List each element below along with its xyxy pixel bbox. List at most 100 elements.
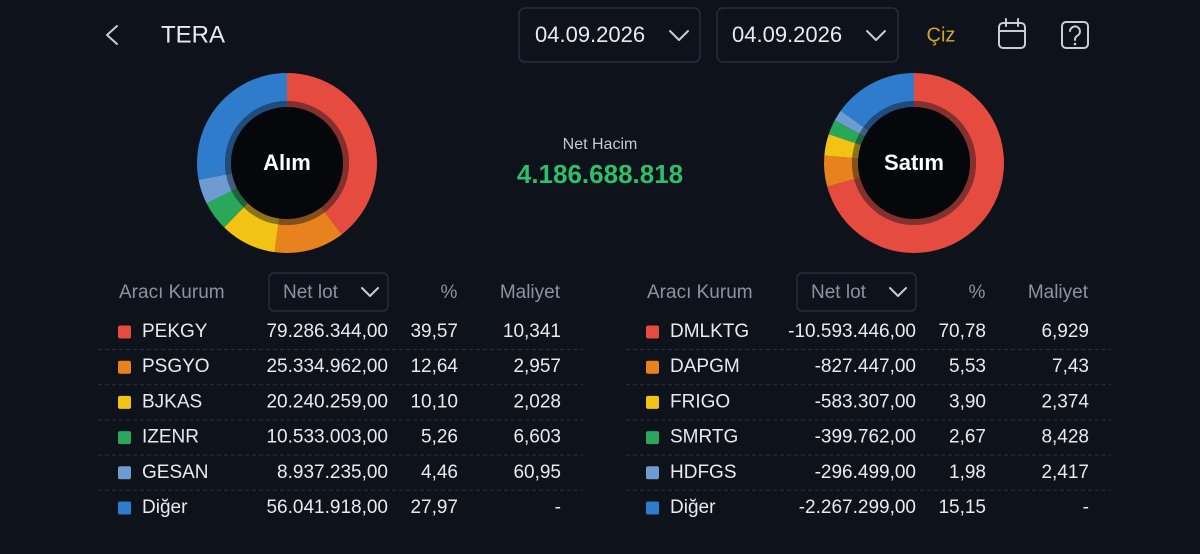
column-header: %: [969, 282, 986, 303]
date-to-picker[interactable]: 04.09.2026: [716, 7, 899, 63]
broker-name: IZENR: [142, 427, 199, 448]
donut-segment: [274, 212, 342, 253]
donut-segment: [824, 155, 855, 187]
donut-segment: [828, 120, 860, 144]
cost: 2,957: [513, 356, 561, 377]
title: TERA: [161, 21, 225, 48]
broker-name: BJKAS: [142, 391, 202, 412]
donut-center: [231, 107, 343, 219]
net-volume-value: 4.186.688.818: [517, 159, 683, 189]
color-swatch: [118, 360, 131, 374]
percent: 39,57: [410, 321, 458, 342]
donut-segment: [834, 110, 864, 134]
draw-button[interactable]: Çiz: [927, 24, 956, 46]
color-swatch: [118, 501, 131, 515]
cost: 60,95: [513, 462, 561, 483]
broker-name: FRIGO: [670, 391, 730, 412]
broker-name: Diğer: [142, 497, 188, 518]
calendar-icon[interactable]: [998, 22, 1026, 49]
donut-segment: [198, 174, 232, 204]
dropdown-arrow[interactable]: [866, 30, 886, 41]
date-box[interactable]: [716, 7, 899, 63]
donut-segment: [287, 73, 377, 235]
broker-name: DAPGM: [670, 356, 740, 377]
donut-label: Satım: [884, 150, 944, 175]
donut-inner-ring: [287, 101, 349, 213]
cost: 2,374: [1041, 391, 1089, 412]
net-lot: 25.334.962,00: [266, 356, 388, 377]
date-from[interactable]: 04.09.2026: [535, 22, 645, 47]
percent: 3,90: [949, 391, 986, 412]
color-swatch: [646, 395, 659, 409]
percent: 4,46: [421, 462, 458, 483]
help-icon[interactable]: [1073, 42, 1077, 46]
percent: 2,67: [949, 427, 986, 448]
dropdown-arrow[interactable]: [669, 30, 689, 41]
date-to[interactable]: 04.09.2026: [732, 22, 842, 47]
net-lot: 79.286.344,00: [266, 321, 388, 342]
donut-inner-ring: [243, 203, 280, 225]
dropdown-arrow[interactable]: [361, 287, 379, 297]
donut-inner-ring: [851, 157, 860, 180]
percent: 27,97: [410, 497, 458, 518]
broker-name: GESAN: [142, 462, 209, 483]
color-swatch: [118, 395, 131, 409]
net-lot: -10.593.446,00: [788, 321, 916, 342]
net-lot: -827.447,00: [815, 356, 916, 377]
color-swatch: [118, 325, 131, 339]
net-lot: -583.307,00: [815, 391, 916, 412]
help-button[interactable]: [1061, 21, 1089, 49]
percent: 12,64: [410, 356, 458, 377]
percent: 1,98: [949, 462, 986, 483]
donut-center: [858, 107, 970, 219]
column-header: Maliyet: [500, 282, 561, 303]
donut-inner-ring: [231, 188, 248, 208]
column-header[interactable]: Net lot: [811, 282, 867, 303]
back-button[interactable]: [106, 25, 118, 45]
donut-inner-ring: [226, 173, 237, 191]
date-from-picker[interactable]: 04.09.2026: [518, 7, 701, 63]
donut-label: Alım: [263, 150, 311, 175]
help-icon[interactable]: [1061, 21, 1089, 49]
date-box[interactable]: [518, 7, 701, 63]
column-header[interactable]: Net lot: [283, 282, 339, 303]
color-swatch: [646, 431, 659, 445]
cost: 6,603: [513, 427, 561, 448]
percent: 5,53: [949, 356, 986, 377]
dropdown-arrow[interactable]: [889, 287, 907, 297]
cost: 10,341: [503, 321, 561, 342]
broker-name: Diğer: [670, 497, 716, 518]
net-lot: 8.937.235,00: [277, 462, 388, 483]
net-lot: 56.041.918,00: [266, 497, 388, 518]
color-swatch: [118, 466, 131, 480]
percent: 15,15: [938, 497, 986, 518]
color-swatch: [646, 360, 659, 374]
broker-name: HDFGS: [670, 462, 737, 483]
cost: -: [1083, 497, 1089, 518]
net-lot: 20.240.259,00: [266, 391, 388, 412]
broker-name: DMLKTG: [670, 321, 749, 342]
net-lot-dropdown[interactable]: [268, 272, 389, 312]
donut-inner-ring: [855, 133, 865, 146]
broker-name: SMRTG: [670, 427, 738, 448]
donut-segment: [827, 73, 1005, 254]
color-swatch: [646, 501, 659, 515]
net-volume-label: Net Hacim: [563, 136, 638, 153]
calendar-button[interactable]: [998, 18, 1026, 49]
broker-name: PSGYO: [142, 356, 210, 377]
donut-inner-ring: [852, 143, 861, 159]
help-icon[interactable]: [1069, 25, 1081, 41]
net-lot: -399.762,00: [815, 427, 916, 448]
net-lot: -296.499,00: [815, 462, 916, 483]
donut-inner-ring: [859, 127, 869, 137]
donut-segment: [824, 134, 856, 158]
cost: 2,417: [1041, 462, 1089, 483]
donut-segment: [197, 73, 287, 180]
donut-inner-ring: [225, 101, 287, 175]
donut-segment: [224, 207, 279, 253]
net-lot-dropdown[interactable]: [796, 272, 917, 312]
color-swatch: [118, 431, 131, 445]
color-swatch: [646, 466, 659, 480]
